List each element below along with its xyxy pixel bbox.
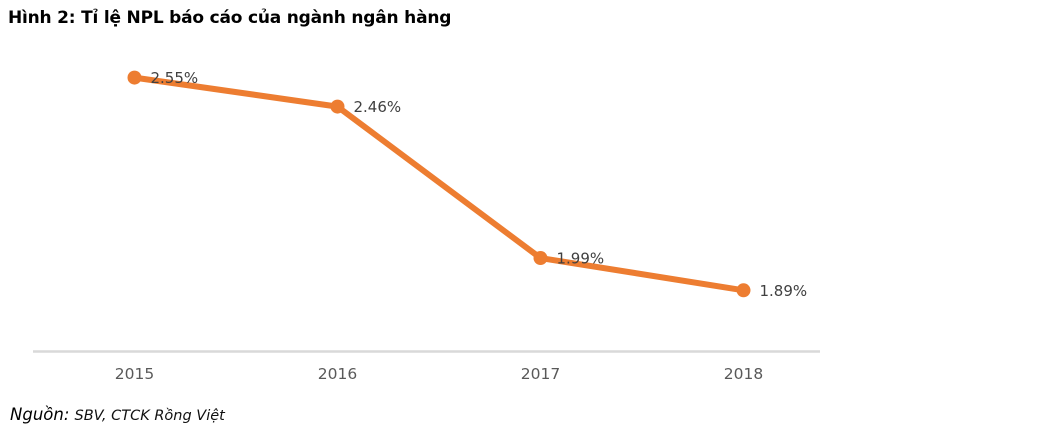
x-tick-2015: 2015	[115, 365, 154, 383]
data-point-2018	[736, 283, 751, 298]
npl-series-line	[131, 74, 747, 294]
source-note: Nguồn: SBV, CTCK Rồng Việt	[10, 405, 225, 424]
data-label-2018: 1.89%	[760, 282, 808, 300]
chart-title: Hình 2: Tỉ lệ NPL báo cáo của ngành ngân…	[8, 8, 452, 28]
x-tick-2017: 2017	[521, 365, 560, 383]
data-point-2017	[533, 251, 548, 266]
x-tick-2016: 2016	[318, 365, 357, 383]
x-tick-2018: 2018	[724, 365, 763, 383]
data-label-2016: 2.46%	[354, 98, 402, 116]
data-point-2016	[330, 99, 345, 114]
data-point-2015	[127, 70, 142, 85]
source-label: Nguồn:	[10, 405, 70, 424]
data-label-2015: 2.55%	[151, 69, 199, 87]
source-text: SBV, CTCK Rồng Việt	[74, 408, 225, 424]
data-label-2017: 1.99%	[557, 250, 605, 268]
